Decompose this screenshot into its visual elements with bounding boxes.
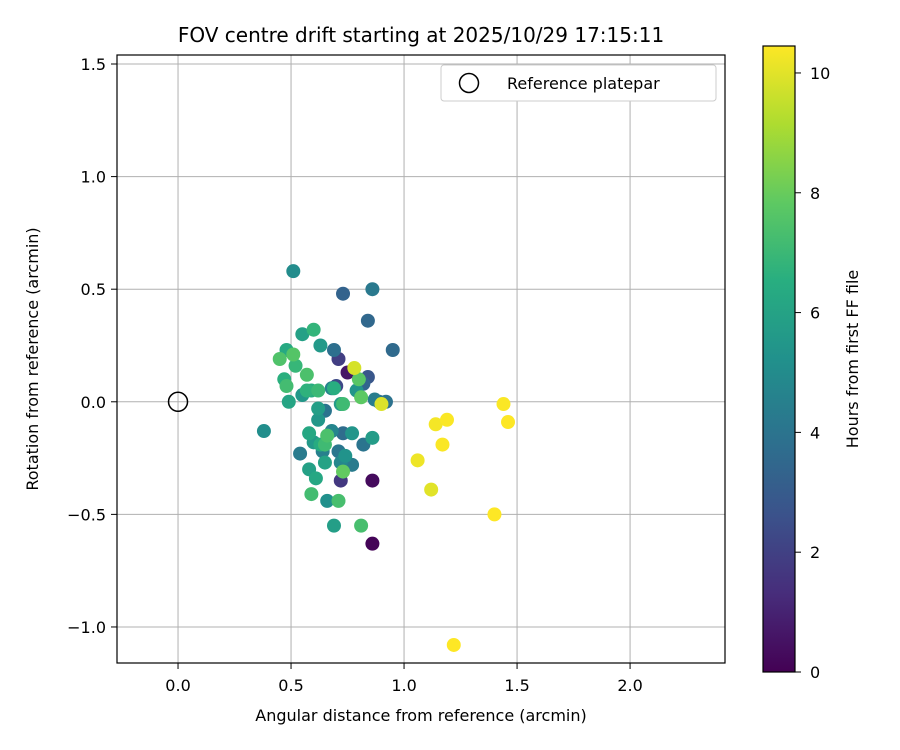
data-point (439, 412, 454, 427)
y-axis-label: Rotation from reference (arcmin) (23, 227, 42, 490)
data-point (487, 507, 502, 522)
data-point (320, 493, 335, 508)
x-tick-label: 0.0 (165, 676, 190, 695)
plot-frame (116, 54, 726, 664)
colorbar-tick-label: 0 (810, 663, 820, 682)
data-point (326, 518, 341, 533)
data-point (365, 430, 380, 445)
data-point (435, 437, 450, 452)
x-axis-ticks: 0.0 0.5 1.0 1.5 2.0 (165, 663, 643, 695)
data-point (428, 417, 443, 432)
y-tick-label: −0.5 (67, 505, 106, 524)
colorbar-label: Hours from first FF file (843, 270, 862, 449)
y-tick-label: 1.5 (81, 55, 106, 74)
colorbar-ticks: 0 2 4 6 8 10 (795, 64, 830, 682)
colorbar-tick-label: 4 (810, 423, 820, 442)
data-point (293, 446, 308, 461)
data-point (360, 313, 375, 328)
x-tick-label: 0.5 (278, 676, 303, 695)
data-point (446, 637, 461, 652)
data-point (281, 394, 296, 409)
data-point (311, 401, 326, 416)
y-tick-label: 0.5 (81, 280, 106, 299)
data-point (302, 426, 317, 441)
x-tick-label: 2.0 (617, 676, 642, 695)
data-point (288, 358, 303, 373)
colorbar-tick-label: 8 (810, 184, 820, 203)
legend-box (440, 64, 717, 102)
data-point (365, 473, 380, 488)
colorbar-tick-label: 6 (810, 304, 820, 323)
data-point (354, 390, 369, 405)
data-point (336, 397, 351, 412)
data-point (347, 361, 362, 376)
reference-marker (167, 391, 189, 413)
data-point (365, 282, 380, 297)
x-tick-label: 1.0 (391, 676, 416, 695)
data-point (338, 448, 353, 463)
data-point (336, 464, 351, 479)
data-point (304, 487, 319, 502)
data-point (345, 426, 360, 441)
y-axis-ticks: −1.0 −0.5 0.0 0.5 1.0 1.5 (67, 55, 117, 637)
data-point (308, 471, 323, 486)
data-point (286, 264, 301, 279)
data-point (501, 415, 516, 430)
data-point (326, 381, 341, 396)
data-point (306, 322, 321, 337)
y-tick-label: 1.0 (81, 168, 106, 187)
data-point (320, 428, 335, 443)
data-point (336, 286, 351, 301)
data-point (311, 383, 326, 398)
data-point (331, 493, 346, 508)
colorbar-tick-label: 2 (810, 543, 820, 562)
data-point (295, 327, 310, 342)
colorbar: 0 2 4 6 8 10 Hours from first FF file (762, 45, 862, 682)
data-points (256, 264, 516, 652)
data-point (313, 338, 328, 353)
data-point (385, 342, 400, 357)
data-point (365, 536, 380, 551)
data-point (311, 412, 326, 427)
colorbar-gradient (762, 45, 796, 673)
data-point (410, 453, 425, 468)
legend-hollow-circle-icon (458, 72, 480, 94)
legend-label: Reference platepar (507, 74, 660, 93)
data-point (286, 347, 301, 362)
data-point (326, 342, 341, 357)
data-point (299, 383, 314, 398)
x-tick-label: 1.5 (504, 676, 529, 695)
data-point (354, 518, 369, 533)
data-point (299, 367, 314, 382)
y-tick-label: 0.0 (81, 393, 106, 412)
data-point (374, 397, 389, 412)
data-point (496, 397, 511, 412)
y-tick-label: −1.0 (67, 618, 106, 637)
data-point (317, 455, 332, 470)
x-axis-label: Angular distance from reference (arcmin) (255, 706, 586, 725)
legend: Reference platepar (440, 64, 717, 102)
data-point (424, 482, 439, 497)
data-point (272, 352, 287, 366)
colorbar-tick-label: 10 (810, 64, 830, 83)
grid-lines (117, 55, 725, 663)
data-point (256, 424, 271, 439)
data-point (351, 372, 366, 387)
chart-title: FOV centre drift starting at 2025/10/29 … (178, 23, 664, 47)
data-point (279, 379, 294, 394)
